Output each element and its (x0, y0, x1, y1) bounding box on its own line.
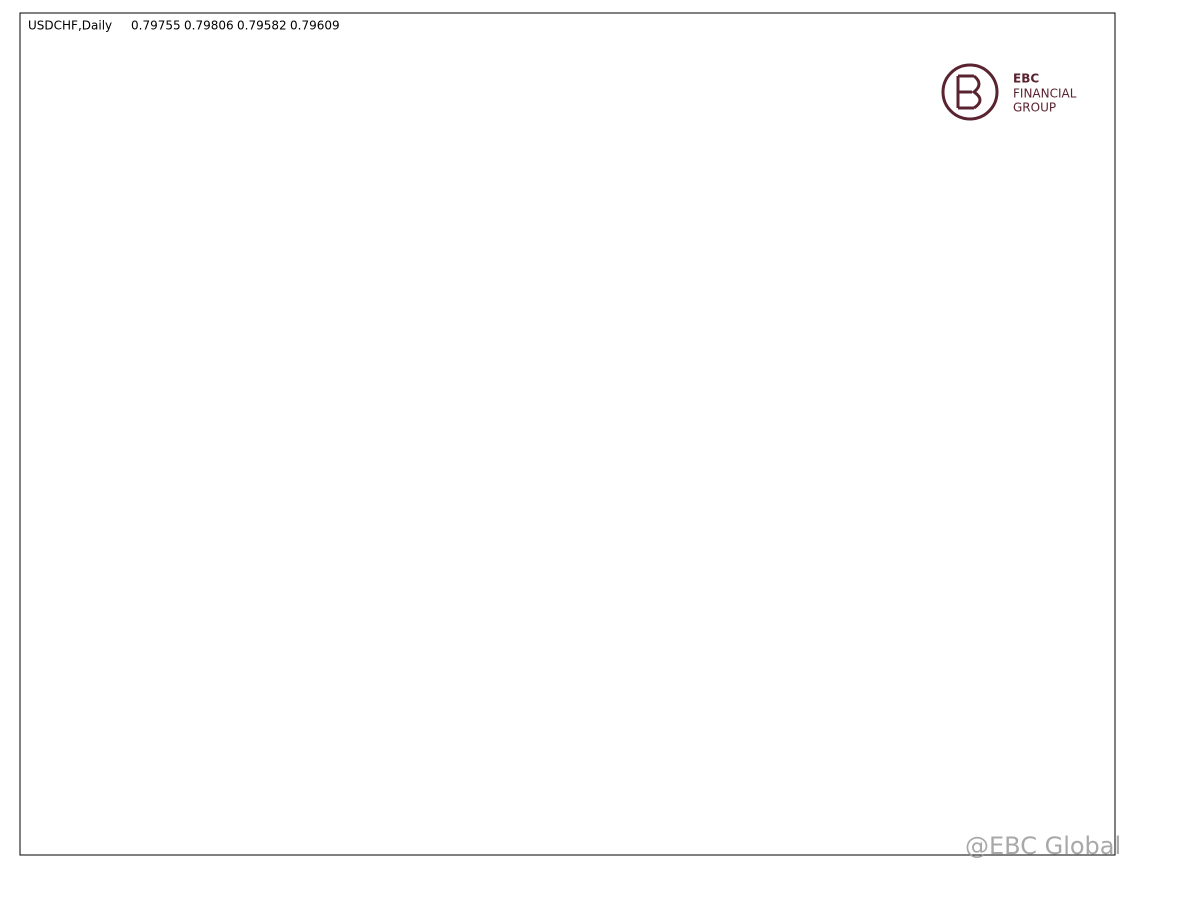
chart-title: USDCHF,Daily (28, 19, 112, 33)
logo-ring (941, 63, 999, 121)
logo-text: EBC (1013, 72, 1039, 86)
logo-glyph (956, 74, 982, 110)
header-value: 0.79806 (184, 19, 234, 33)
plot-frame (19, 12, 1116, 856)
watermark: @EBC Global (965, 832, 1121, 860)
header-value: 0.79755 (131, 19, 181, 33)
header-value: 0.79609 (290, 19, 340, 33)
logo-text: GROUP (1013, 101, 1056, 115)
logo: EBC FINANCIAL GROUP (941, 63, 1077, 121)
header-value: 0.79582 (237, 19, 287, 33)
logo-text: FINANCIAL (1013, 87, 1077, 101)
